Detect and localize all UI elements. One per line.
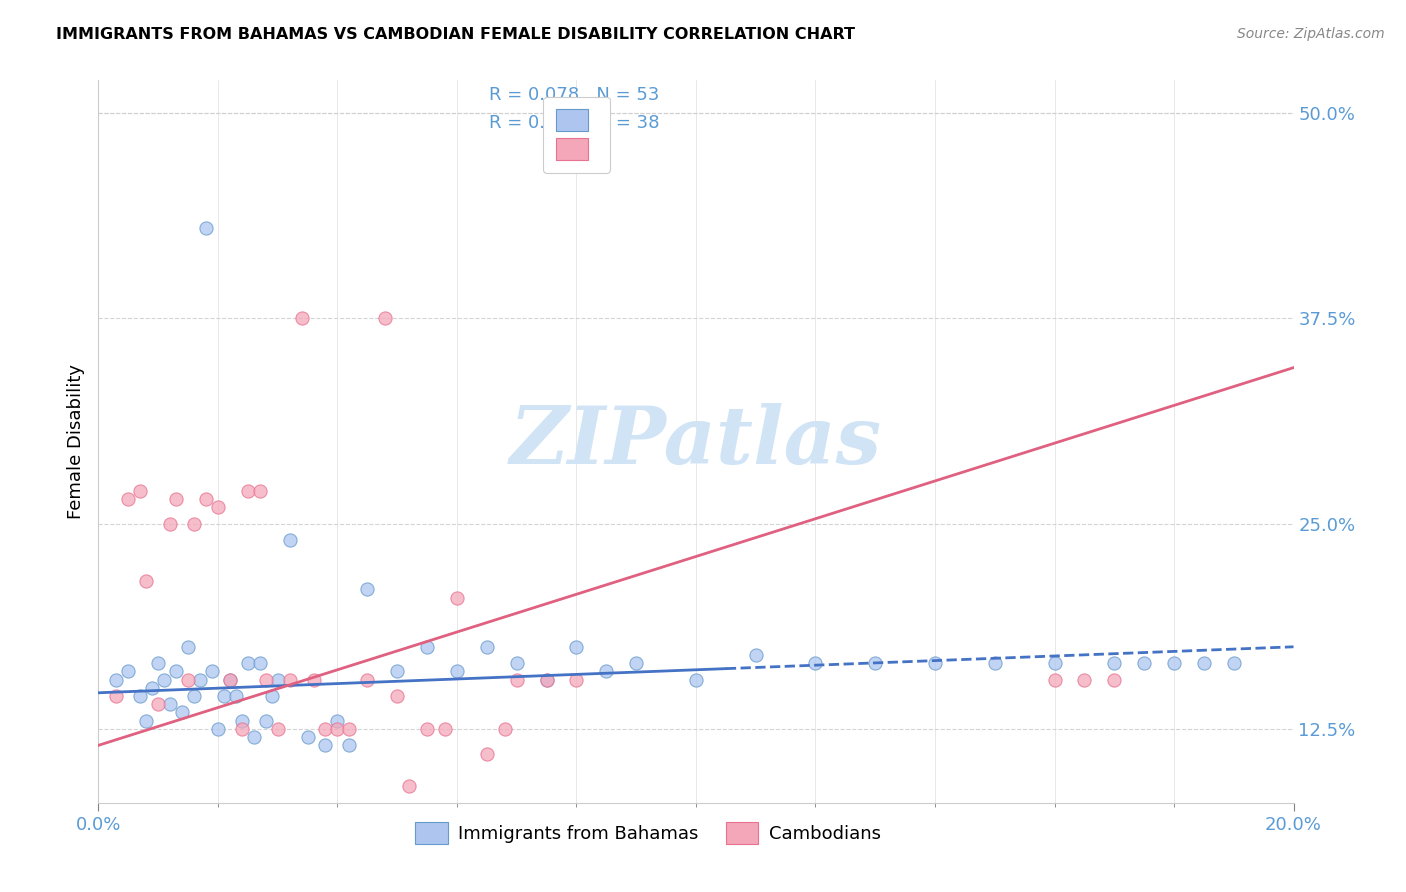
Point — [626, 657, 648, 671]
Point — [398, 780, 420, 794]
Point — [595, 665, 617, 679]
Point — [1043, 673, 1066, 687]
Point — [506, 657, 529, 671]
Point — [1133, 657, 1156, 671]
Point — [183, 516, 205, 531]
Point — [254, 673, 277, 687]
Point — [225, 689, 247, 703]
Point — [135, 714, 157, 728]
Point — [236, 657, 259, 671]
Point — [135, 574, 157, 588]
Point — [315, 739, 337, 753]
Point — [231, 722, 253, 736]
Point — [117, 491, 139, 506]
Point — [1163, 657, 1185, 671]
Point — [804, 657, 827, 671]
Text: R = 0.436   N = 38: R = 0.436 N = 38 — [489, 114, 659, 132]
Text: Source: ZipAtlas.com: Source: ZipAtlas.com — [1237, 27, 1385, 41]
Point — [339, 739, 361, 753]
Point — [141, 681, 163, 695]
Point — [356, 673, 378, 687]
Point — [1223, 657, 1246, 671]
Point — [374, 311, 396, 326]
Point — [201, 665, 224, 679]
Point — [1043, 657, 1066, 671]
Point — [385, 665, 409, 679]
Point — [326, 722, 349, 736]
Point — [129, 483, 152, 498]
Point — [278, 533, 301, 547]
Point — [536, 673, 558, 687]
Point — [385, 689, 409, 703]
Point — [148, 657, 170, 671]
Point — [565, 640, 588, 654]
Point — [865, 657, 887, 671]
Point — [434, 722, 457, 736]
Point — [219, 673, 242, 687]
Point — [745, 648, 768, 662]
Point — [105, 689, 128, 703]
Point — [565, 673, 588, 687]
Point — [685, 673, 707, 687]
Point — [1073, 673, 1095, 687]
Point — [207, 500, 229, 515]
Point — [506, 673, 529, 687]
Point — [177, 640, 200, 654]
Point — [254, 714, 277, 728]
Point — [159, 516, 181, 531]
Point — [165, 665, 187, 679]
Point — [494, 722, 516, 736]
Point — [195, 221, 218, 235]
Point — [291, 311, 314, 326]
Point — [212, 689, 235, 703]
Point — [153, 673, 176, 687]
Point — [117, 665, 139, 679]
Point — [177, 673, 200, 687]
Point — [148, 698, 170, 712]
Point — [172, 706, 194, 720]
Point — [446, 591, 468, 605]
Point — [236, 483, 259, 498]
Point — [207, 722, 229, 736]
Point — [1192, 657, 1215, 671]
Point — [326, 714, 349, 728]
Point — [1104, 673, 1126, 687]
Legend: Immigrants from Bahamas, Cambodians: Immigrants from Bahamas, Cambodians — [408, 815, 889, 852]
Point — [297, 730, 319, 744]
Point — [105, 673, 128, 687]
Text: IMMIGRANTS FROM BAHAMAS VS CAMBODIAN FEMALE DISABILITY CORRELATION CHART: IMMIGRANTS FROM BAHAMAS VS CAMBODIAN FEM… — [56, 27, 855, 42]
Point — [315, 722, 337, 736]
Point — [188, 673, 211, 687]
Point — [267, 722, 290, 736]
Point — [356, 582, 378, 597]
Point — [475, 747, 498, 761]
Point — [924, 657, 946, 671]
Point — [446, 665, 468, 679]
Text: ZIPatlas: ZIPatlas — [510, 403, 882, 480]
Point — [416, 640, 439, 654]
Point — [249, 483, 271, 498]
Point — [267, 673, 290, 687]
Point — [278, 673, 301, 687]
Point — [165, 491, 187, 506]
Point — [159, 698, 181, 712]
Point — [219, 673, 242, 687]
Point — [339, 722, 361, 736]
Point — [536, 673, 558, 687]
Text: R = 0.078   N = 53: R = 0.078 N = 53 — [489, 87, 659, 104]
Point — [183, 689, 205, 703]
Point — [302, 673, 325, 687]
Point — [195, 491, 218, 506]
Point — [1104, 657, 1126, 671]
Y-axis label: Female Disability: Female Disability — [66, 364, 84, 519]
Point — [231, 714, 253, 728]
Point — [416, 722, 439, 736]
Point — [984, 657, 1007, 671]
Point — [249, 657, 271, 671]
Point — [243, 730, 266, 744]
Point — [260, 689, 283, 703]
Point — [475, 640, 498, 654]
Point — [129, 689, 152, 703]
